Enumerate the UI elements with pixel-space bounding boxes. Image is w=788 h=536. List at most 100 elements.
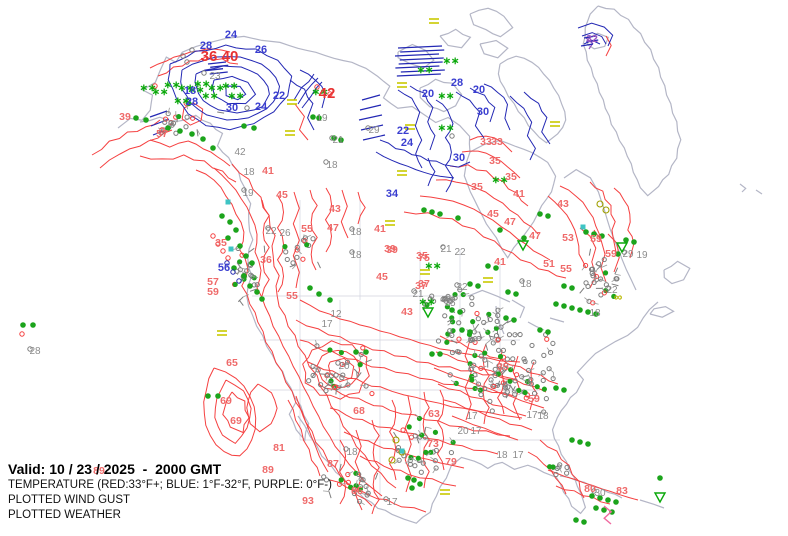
svg-text:41: 41 <box>494 256 506 268</box>
svg-text:59: 59 <box>528 393 540 405</box>
svg-text:56: 56 <box>218 262 230 274</box>
svg-text:∗∗: ∗∗ <box>438 123 455 134</box>
svg-text:63: 63 <box>428 408 440 420</box>
svg-text:59: 59 <box>207 286 219 298</box>
svg-text:∞: ∞ <box>614 290 623 304</box>
svg-text:∗∗: ∗∗ <box>178 83 195 94</box>
svg-text:28: 28 <box>29 346 41 357</box>
svg-text:18: 18 <box>350 250 362 261</box>
svg-text:21: 21 <box>332 135 344 146</box>
svg-text:29: 29 <box>368 125 380 136</box>
svg-text:19: 19 <box>636 250 648 261</box>
svg-text:35: 35 <box>489 155 501 167</box>
svg-text:69: 69 <box>220 395 232 407</box>
svg-text:47: 47 <box>504 216 516 228</box>
svg-text:23: 23 <box>209 71 221 82</box>
svg-text:32: 32 <box>586 33 598 45</box>
svg-text:20: 20 <box>473 84 485 96</box>
temperature-scale-note: TEMPERATURE (RED:33°F+; BLUE: 1°F-32°F, … <box>8 479 332 491</box>
svg-text:19: 19 <box>316 113 328 124</box>
svg-text:59: 59 <box>590 233 602 245</box>
svg-text:17: 17 <box>512 450 524 461</box>
svg-text:47: 47 <box>529 230 541 242</box>
svg-text:57: 57 <box>156 128 168 140</box>
svg-text:22: 22 <box>265 226 277 237</box>
svg-text:33: 33 <box>480 136 492 148</box>
svg-text:89: 89 <box>93 465 105 477</box>
svg-text:∗∗: ∗∗ <box>312 87 329 98</box>
svg-text:24: 24 <box>255 101 268 113</box>
svg-text:21: 21 <box>440 244 452 255</box>
svg-text:∗∗: ∗∗ <box>202 91 219 102</box>
svg-text:83: 83 <box>616 485 628 497</box>
svg-text:35: 35 <box>505 171 517 183</box>
svg-text:20: 20 <box>422 88 434 100</box>
svg-text:57: 57 <box>207 276 219 288</box>
svg-text:85: 85 <box>351 485 363 497</box>
svg-text:59: 59 <box>605 248 617 260</box>
svg-text:∗∗: ∗∗ <box>208 83 225 94</box>
svg-text:42: 42 <box>319 85 336 102</box>
svg-text:∗∗: ∗∗ <box>443 56 460 67</box>
svg-text:35: 35 <box>416 250 428 262</box>
svg-text:53: 53 <box>562 232 574 244</box>
svg-text:43: 43 <box>401 306 413 318</box>
svg-text:∗∗: ∗∗ <box>188 85 205 96</box>
svg-text:37: 37 <box>418 278 430 290</box>
svg-text:68: 68 <box>353 405 365 417</box>
svg-text:80: 80 <box>584 483 596 495</box>
svg-text:81: 81 <box>273 442 285 454</box>
svg-text:18: 18 <box>537 411 549 422</box>
svg-text:∗∗: ∗∗ <box>222 81 239 92</box>
svg-text:18: 18 <box>243 167 255 178</box>
svg-text:17: 17 <box>470 426 482 437</box>
svg-text:45: 45 <box>487 208 499 220</box>
svg-text:22: 22 <box>273 90 285 102</box>
svg-text:41: 41 <box>513 188 525 200</box>
svg-text:33: 33 <box>491 136 503 148</box>
svg-text:19: 19 <box>242 188 254 199</box>
svg-text:17: 17 <box>466 411 478 422</box>
svg-text:∗∗: ∗∗ <box>492 175 509 186</box>
svg-text:∗∗: ∗∗ <box>425 261 442 272</box>
svg-text:55: 55 <box>301 223 313 235</box>
svg-text:24: 24 <box>225 29 238 41</box>
svg-text:37: 37 <box>415 280 427 292</box>
svg-text:47: 47 <box>327 222 339 234</box>
svg-text:29: 29 <box>622 249 634 260</box>
wind-gust-note: PLOTTED WIND GUST <box>8 494 131 506</box>
svg-text:75: 75 <box>418 252 430 264</box>
svg-text:30: 30 <box>594 488 606 499</box>
svg-text:65: 65 <box>226 357 238 369</box>
svg-text:41: 41 <box>374 223 386 235</box>
svg-text:40: 40 <box>222 48 239 65</box>
svg-text:∗∗: ∗∗ <box>140 83 157 94</box>
valid-time: Valid: 10 / 23 / 2025 - 2000 GMT <box>8 461 222 477</box>
svg-text:41: 41 <box>262 165 274 177</box>
svg-text:87: 87 <box>327 458 339 470</box>
svg-text:35: 35 <box>471 181 483 193</box>
svg-text:55: 55 <box>286 290 298 302</box>
svg-text:69: 69 <box>230 415 242 427</box>
svg-text:45: 45 <box>376 271 388 283</box>
svg-text:55: 55 <box>560 263 572 275</box>
svg-text:25: 25 <box>444 298 456 309</box>
svg-text:51: 51 <box>543 258 555 270</box>
svg-text:43: 43 <box>557 198 569 210</box>
svg-text:17: 17 <box>321 319 333 330</box>
svg-text:35: 35 <box>497 361 509 373</box>
svg-text:18: 18 <box>326 160 338 171</box>
svg-text:30: 30 <box>477 106 489 118</box>
svg-text:∗∗: ∗∗ <box>419 297 436 308</box>
svg-text:36: 36 <box>260 254 272 266</box>
svg-text:∗∗: ∗∗ <box>174 96 191 107</box>
weather-note: PLOTTED WEATHER <box>8 509 121 521</box>
svg-text:30: 30 <box>453 152 465 164</box>
svg-text:20: 20 <box>338 361 350 372</box>
svg-text:18: 18 <box>346 447 358 458</box>
svg-text:∗∗: ∗∗ <box>417 65 434 76</box>
svg-text:17: 17 <box>526 410 538 421</box>
svg-text:20: 20 <box>457 426 469 437</box>
svg-text:28: 28 <box>451 77 463 89</box>
